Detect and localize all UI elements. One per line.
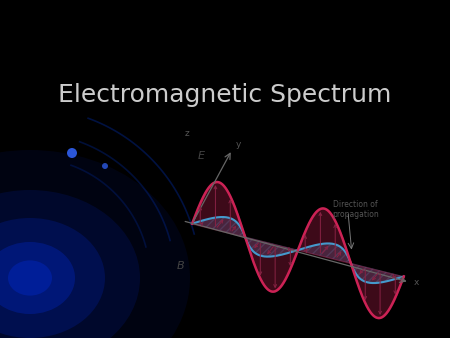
Text: E: E (198, 151, 205, 161)
Circle shape (102, 163, 108, 169)
Text: x: x (414, 278, 419, 287)
Polygon shape (192, 217, 404, 283)
Ellipse shape (8, 260, 52, 296)
Text: B: B (177, 261, 184, 271)
Text: y: y (236, 140, 241, 149)
Text: z: z (185, 129, 189, 138)
Ellipse shape (0, 190, 140, 338)
Ellipse shape (0, 150, 190, 338)
Text: Electromagnetic Spectrum: Electromagnetic Spectrum (58, 82, 392, 107)
Ellipse shape (0, 242, 75, 314)
Text: Direction of
propagation: Direction of propagation (333, 200, 379, 219)
Circle shape (67, 148, 77, 158)
Ellipse shape (0, 218, 105, 338)
